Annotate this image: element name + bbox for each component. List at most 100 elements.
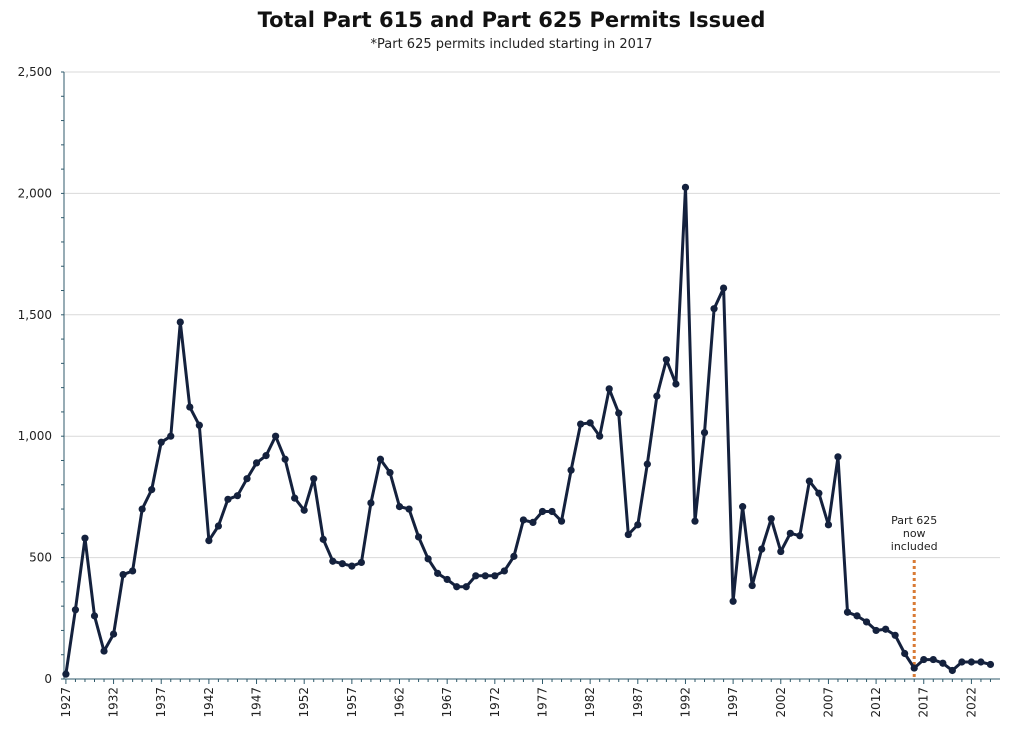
data-point <box>71 606 80 614</box>
data-point <box>739 503 747 511</box>
data-point <box>577 420 585 428</box>
data-point <box>100 647 108 655</box>
data-point <box>386 469 394 477</box>
data-point <box>882 625 890 633</box>
chart-subtitle: *Part 625 permits included starting in 2… <box>370 37 653 52</box>
data-point <box>443 575 451 584</box>
data-point <box>195 421 203 429</box>
data-point <box>805 477 813 485</box>
data-point <box>376 455 385 463</box>
x-tick-label: 1997 <box>726 687 740 718</box>
data-point <box>834 453 842 461</box>
data-point <box>453 583 461 591</box>
x-tick-label: 1947 <box>250 687 264 718</box>
data-point <box>824 521 833 529</box>
data-point <box>262 452 270 460</box>
data-point <box>62 670 70 678</box>
data-point <box>129 567 137 575</box>
data-point <box>224 495 232 503</box>
x-tick-label: 1977 <box>535 687 549 718</box>
y-tick-label: 0 <box>44 672 52 686</box>
data-point <box>977 658 985 666</box>
x-tick-label: 1942 <box>202 687 216 718</box>
y-axis: 0 500 1,000 1,500 2,000 2,500 <box>18 65 65 686</box>
x-tick-label: 2022 <box>964 687 978 718</box>
x-axis: 1927 1932 1937 1942 1947 1952 1957 1962 1967 1972… <box>59 678 1000 718</box>
data-point <box>348 562 356 570</box>
annotation-text: Part 625 <box>891 514 937 527</box>
series-line <box>64 185 991 675</box>
data-point <box>90 612 99 620</box>
data-point <box>329 557 337 565</box>
data-point <box>367 499 375 507</box>
data-point <box>920 655 928 664</box>
x-tick-label: 2012 <box>869 687 883 718</box>
x-tick-label: 1992 <box>678 687 692 718</box>
data-point <box>281 455 289 463</box>
data-point <box>748 581 756 590</box>
data-point <box>481 572 489 580</box>
data-point <box>710 305 718 313</box>
data-point <box>434 569 442 577</box>
data-point <box>596 432 604 440</box>
data-point <box>300 506 308 514</box>
data-point <box>796 532 804 540</box>
data-point <box>700 428 709 437</box>
data-point <box>548 507 556 516</box>
x-tick-label: 1982 <box>583 687 597 718</box>
x-tick-label: 1952 <box>297 687 311 718</box>
data-point <box>605 385 613 393</box>
data-point <box>662 356 670 364</box>
data-point <box>948 666 956 675</box>
data-point <box>519 516 528 524</box>
data-point <box>891 631 899 639</box>
x-tick-label: 1972 <box>488 687 502 718</box>
data-point <box>719 284 728 292</box>
data-point <box>758 545 766 553</box>
data-point <box>272 432 280 440</box>
data-point <box>815 489 823 497</box>
y-tick-label: 1,500 <box>18 308 52 322</box>
data-point <box>538 507 547 516</box>
data-point <box>472 572 480 580</box>
data-point <box>672 380 680 388</box>
x-tick-label: 2017 <box>917 687 931 718</box>
data-point <box>939 659 947 667</box>
y-tick-label: 2,500 <box>18 65 52 79</box>
data-point <box>624 530 632 539</box>
data-point <box>872 626 880 635</box>
data-point <box>529 518 537 526</box>
data-point <box>81 534 89 542</box>
data-point <box>338 560 346 568</box>
data-point <box>252 459 261 467</box>
data-point <box>643 460 651 468</box>
y-tick-label: 2,000 <box>18 186 52 200</box>
data-point <box>414 533 423 541</box>
x-tick-label: 1932 <box>107 687 121 718</box>
y-tick-label: 1,000 <box>18 429 52 443</box>
data-point <box>491 572 499 580</box>
data-point <box>138 505 146 513</box>
data-point <box>691 517 699 525</box>
data-point <box>205 537 213 545</box>
x-tick-label: 1937 <box>154 687 168 718</box>
data-point <box>958 658 966 666</box>
x-tick-label: 1962 <box>393 687 407 718</box>
data-point <box>557 517 566 525</box>
x-tick-label: 1927 <box>59 687 73 718</box>
data-point <box>843 608 852 616</box>
data-point <box>233 492 242 500</box>
data-point <box>310 475 318 483</box>
x-tick-label: 1987 <box>631 687 645 718</box>
data-point <box>853 612 861 620</box>
data-point <box>462 583 470 591</box>
data-point <box>405 505 413 513</box>
data-point <box>357 558 365 567</box>
data-point <box>500 567 508 575</box>
x-tick-label: 1957 <box>345 687 359 718</box>
data-point <box>729 597 737 605</box>
data-point <box>119 570 127 579</box>
x-tick-label: 1967 <box>440 687 454 718</box>
